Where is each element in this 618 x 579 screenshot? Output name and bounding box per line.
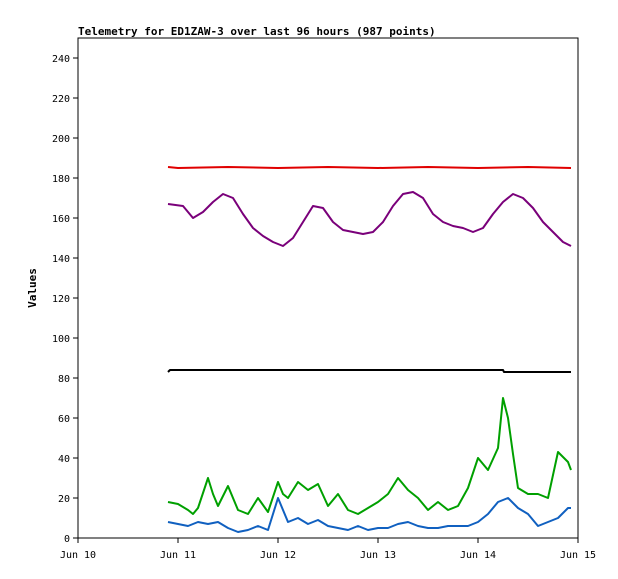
y-tick-label: 40 <box>58 454 70 465</box>
y-axis: 0 20 40 60 80 100 120 140 160 180 200 220 240 <box>52 54 78 545</box>
x-tick-label: Jun 14 <box>460 550 496 561</box>
series-line-1 <box>167 166 572 169</box>
x-axis: Jun 10 Jun 11 Jun 12 Jun 13 Jun 14 Jun 15 <box>60 538 596 561</box>
plot-area-frame <box>77 37 579 539</box>
x-tick-label: Jun 15 <box>560 550 596 561</box>
series-line-2 <box>167 191 572 247</box>
y-tick-label: 80 <box>58 374 70 385</box>
series-line-5 <box>167 497 571 533</box>
y-tick-label: 0 <box>64 534 70 545</box>
y-tick-label: 160 <box>52 214 70 225</box>
y-tick-label: 100 <box>52 334 70 345</box>
y-tick-label: 140 <box>52 254 70 265</box>
y-tick-label: 200 <box>52 134 70 145</box>
x-tick-label: Jun 11 <box>160 550 196 561</box>
series-lines <box>167 166 572 533</box>
y-tick-label: 220 <box>52 94 70 105</box>
x-tick-label: Jun 13 <box>360 550 396 561</box>
y-axis-label: Values <box>26 268 39 308</box>
chart-title: Telemetry for ED1ZAW-3 over last 96 hour… <box>78 25 436 38</box>
y-tick-label: 180 <box>52 174 70 185</box>
x-tick-label: Jun 12 <box>260 550 296 561</box>
x-tick-label: Jun 10 <box>60 550 96 561</box>
y-tick-label: 20 <box>58 494 70 505</box>
y-tick-label: 120 <box>52 294 70 305</box>
y-tick-label: 60 <box>58 414 70 425</box>
y-tick-label: 240 <box>52 54 70 65</box>
series-line-3 <box>167 369 571 373</box>
series-line-4 <box>167 397 572 515</box>
